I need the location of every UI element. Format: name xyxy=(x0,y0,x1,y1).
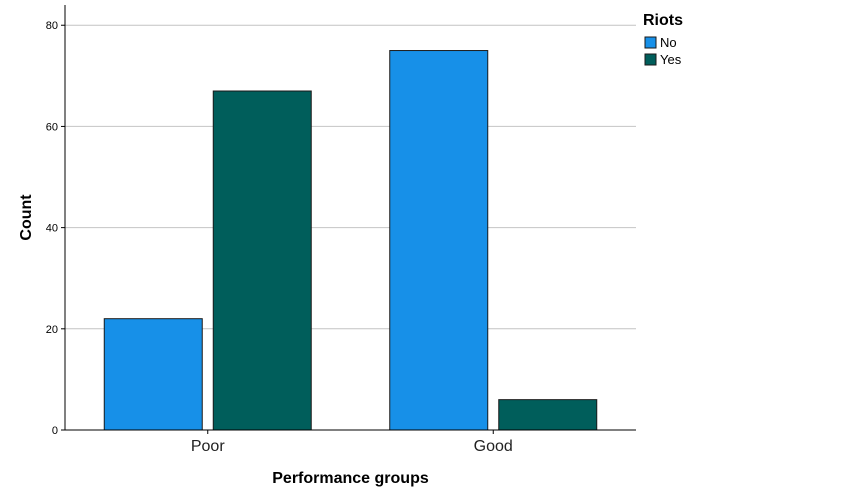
bar-yes-poor xyxy=(212,90,312,431)
gridlines xyxy=(65,24,636,330)
x-category-label: Poor xyxy=(191,438,225,455)
bars xyxy=(103,50,598,431)
legend-swatch-no xyxy=(644,36,657,49)
y-tick-label: 80 xyxy=(46,20,58,32)
y-tick-label: 60 xyxy=(46,121,58,133)
legend-label-yes: Yes xyxy=(660,52,682,67)
bar-no-poor xyxy=(103,318,203,431)
x-category-label: Good xyxy=(474,438,513,455)
y-tick-label: 20 xyxy=(46,324,58,336)
bar-yes-good xyxy=(498,399,598,431)
legend-title: Riots xyxy=(643,12,683,29)
x-axis-title: Performance groups xyxy=(272,470,429,487)
bar-no-good xyxy=(389,50,489,431)
y-tick-label: 0 xyxy=(52,425,58,437)
y-tick-labels: 0 20 40 60 80 xyxy=(46,20,65,437)
axes xyxy=(64,5,636,431)
legend: Riots No Yes xyxy=(643,12,683,67)
legend-swatch-yes xyxy=(644,53,657,66)
y-axis-title: Count xyxy=(18,194,35,241)
y-tick-label: 40 xyxy=(46,223,58,235)
x-category-labels: Poor Good xyxy=(191,430,513,455)
legend-label-no: No xyxy=(660,35,677,50)
legend-items: No Yes xyxy=(644,35,682,67)
